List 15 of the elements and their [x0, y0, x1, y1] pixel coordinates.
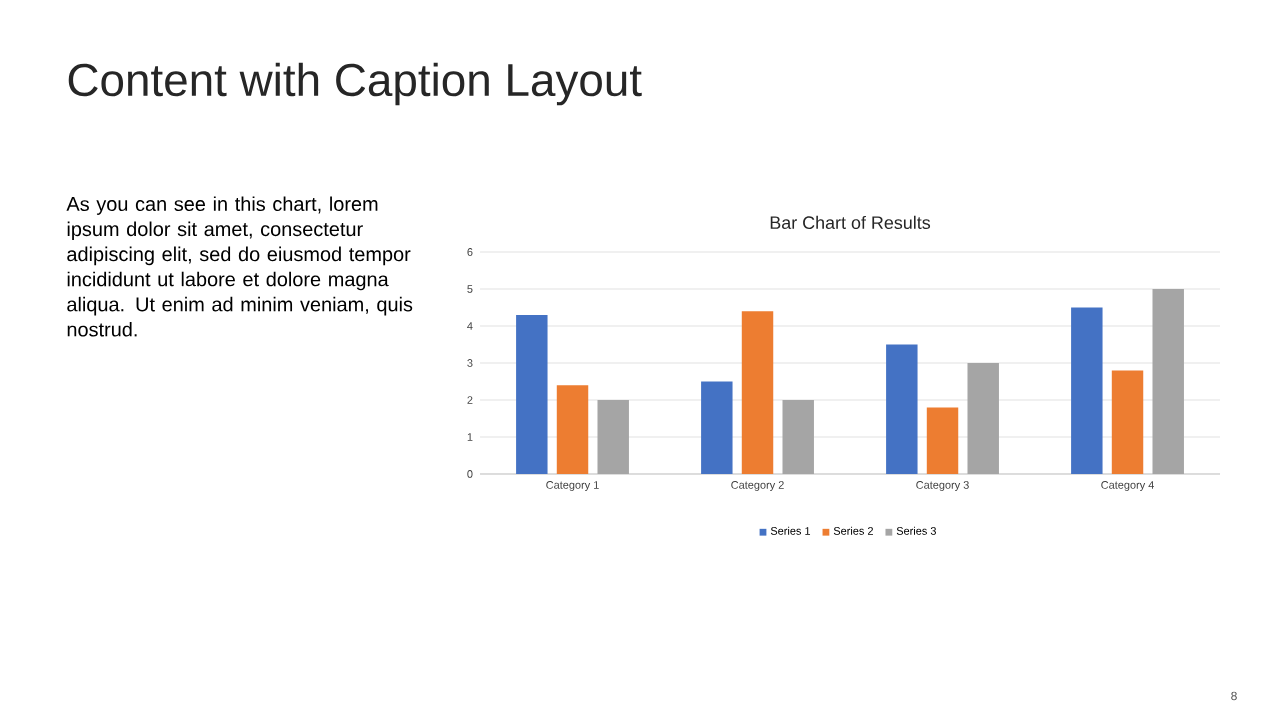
- bar: [1111, 370, 1144, 474]
- bar: [556, 385, 589, 474]
- bar: [516, 314, 548, 474]
- bar: [701, 381, 733, 474]
- chart-title: Bar Chart of Results: [770, 215, 931, 230]
- bar: [741, 311, 774, 474]
- bar: [597, 400, 629, 474]
- text: Content with Caption Layout: [68, 62, 642, 106]
- bar: [1152, 289, 1184, 474]
- text: As you can see in this chart, lorem ipsum dolor sit amet, consectetur adipiscing elit, sed do eiusmod tempor incididunt ut labore et dolore magna aliqua. Ut enim ad minim veniam, quis nostrud.: [66, 196, 413, 337]
- bar: [886, 344, 918, 474]
- bar: [926, 407, 959, 474]
- bar: [967, 363, 999, 474]
- bar: [1071, 307, 1103, 474]
- bar: [782, 400, 814, 474]
